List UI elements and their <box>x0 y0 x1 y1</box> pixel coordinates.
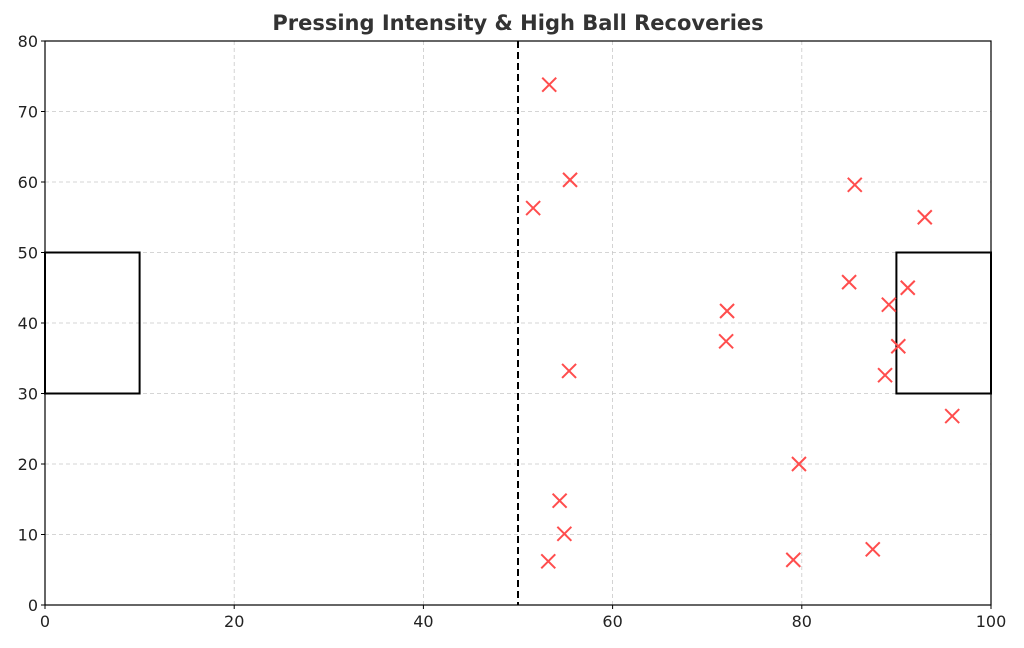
x-tick-label: 20 <box>224 612 244 631</box>
recovery-marker <box>944 408 960 424</box>
recovery-marker <box>561 363 577 379</box>
marker-stroke <box>865 541 881 558</box>
recovery-marker <box>900 280 916 296</box>
marker-stroke <box>562 172 578 188</box>
recovery-marker <box>841 274 857 290</box>
x-axis: 0 20 40 60 80 100 <box>40 605 1006 631</box>
y-tick-label: 0 <box>28 596 38 615</box>
marker-stroke <box>785 552 801 568</box>
recovery-marker <box>890 338 906 354</box>
recovery-marker <box>540 553 556 569</box>
marker-stroke <box>944 408 960 424</box>
y-tick-label: 60 <box>18 173 38 192</box>
recovery-marker <box>917 209 933 225</box>
marker-stroke <box>877 367 893 383</box>
marker-stroke <box>847 177 863 193</box>
x-tick-label: 60 <box>602 612 622 631</box>
recovery-marker <box>719 303 735 319</box>
marker-stroke <box>718 333 734 350</box>
recovery-marker <box>551 492 568 509</box>
marker-stroke <box>525 200 541 216</box>
marker-stroke <box>540 553 556 569</box>
y-tick-label: 30 <box>18 385 38 404</box>
marker-stroke <box>890 338 906 354</box>
marker-stroke <box>841 274 857 290</box>
x-tick-label: 0 <box>40 612 50 631</box>
recovery-marker <box>556 526 573 542</box>
marker-stroke <box>541 77 557 93</box>
recovery-marker <box>865 541 881 558</box>
y-tick-label: 10 <box>18 526 38 545</box>
marker-stroke <box>719 303 735 319</box>
y-tick-label: 70 <box>18 103 38 122</box>
chart-title: Pressing Intensity & High Ball Recoverie… <box>272 11 763 35</box>
marker-stroke <box>551 492 568 509</box>
recovery-marker <box>541 77 557 93</box>
marker-stroke <box>917 209 933 225</box>
marker-stroke <box>900 280 916 296</box>
recovery-marker <box>847 177 863 193</box>
recovery-marker <box>881 296 897 313</box>
marker-stroke <box>791 456 807 472</box>
y-axis: 0 10 20 30 40 50 60 70 80 <box>18 32 45 615</box>
recovery-marker <box>718 333 734 350</box>
x-tick-label: 40 <box>413 612 433 631</box>
x-tick-label: 100 <box>976 612 1007 631</box>
recovery-marker <box>562 172 578 188</box>
y-tick-label: 20 <box>18 455 38 474</box>
y-tick-label: 80 <box>18 32 38 51</box>
y-tick-label: 40 <box>18 314 38 333</box>
recovery-marker <box>525 200 541 216</box>
recovery-marker <box>785 552 801 568</box>
data-points <box>525 77 960 569</box>
y-tick-label: 50 <box>18 244 38 263</box>
marker-stroke <box>556 526 573 542</box>
recovery-marker <box>877 367 893 383</box>
x-tick-label: 80 <box>792 612 812 631</box>
recovery-marker <box>791 456 807 472</box>
marker-stroke <box>881 296 897 313</box>
marker-stroke <box>561 363 577 379</box>
